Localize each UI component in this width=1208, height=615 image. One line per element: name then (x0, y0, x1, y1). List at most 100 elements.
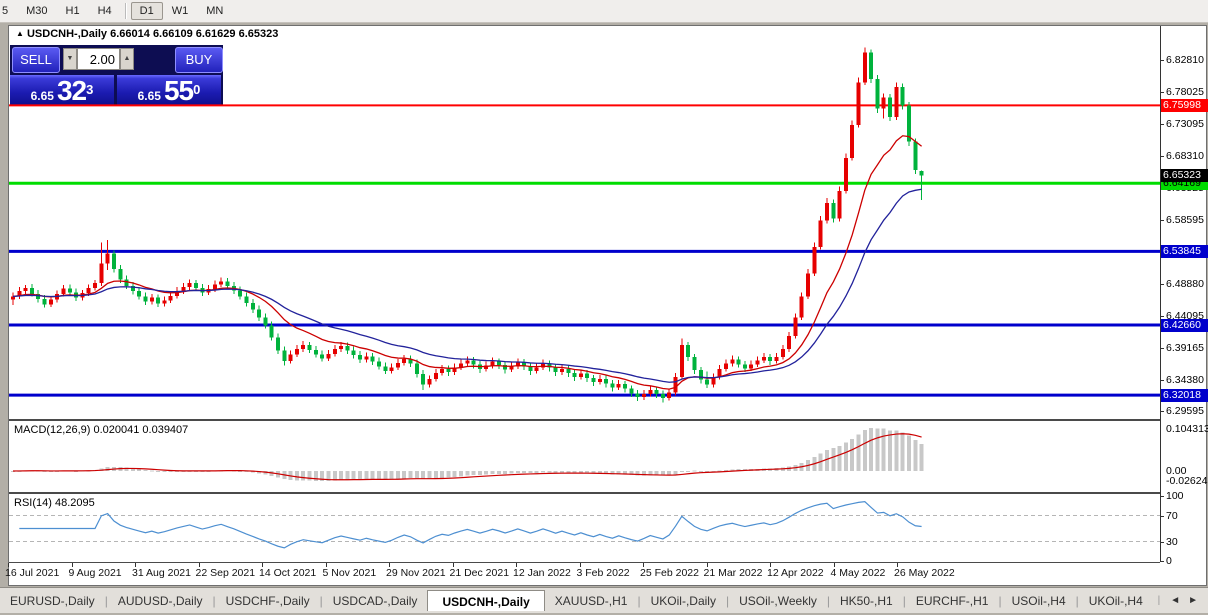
candle-body (67, 288, 72, 293)
candle-body (566, 368, 571, 373)
macd-histogram-bar (143, 470, 148, 472)
date-axis-label: 25 Feb 2022 (640, 567, 699, 579)
macd-histogram-bar (149, 470, 154, 472)
sell-button[interactable]: SELL (12, 47, 60, 73)
one-click-trade-panel: SELL ▼ ▲ BUY 6.65 32 3 6.65 55 0 (10, 45, 223, 105)
buy-price-tile[interactable]: 6.65 55 0 (117, 75, 221, 105)
rsi-label: RSI(14) 48.2095 (14, 497, 95, 509)
macd-histogram-bar (515, 471, 520, 474)
macd-histogram-bar (635, 471, 640, 476)
macd-histogram-bar (919, 444, 924, 471)
chart-tab-usoil-h4[interactable]: USOil-,H4 (1011, 593, 1066, 608)
macd-histogram-bar (553, 471, 558, 473)
chart-tab-xauusd-h1[interactable]: XAUUSD-,H1 (554, 593, 628, 608)
date-axis-tick-mark (135, 563, 136, 567)
pane-separator[interactable] (9, 419, 1160, 421)
rsi-indicator-pane[interactable] (9, 494, 1160, 562)
macd-histogram-bar (856, 434, 861, 471)
chart-tab-ukoil-daily[interactable]: UKOil-,Daily (650, 593, 716, 608)
macd-histogram-bar (471, 471, 476, 476)
chart-tab-usdcad-daily[interactable]: USDCAD-,Daily (332, 593, 418, 608)
candle-body (496, 361, 501, 365)
date-axis-label: 21 Mar 2022 (703, 567, 763, 579)
candle-body (326, 353, 331, 359)
candle-body (351, 350, 356, 356)
macd-axis-min: -0.026249 (1166, 475, 1208, 487)
date-axis-label: 12 Jan 2022 (513, 567, 571, 579)
date-axis-tick-mark (262, 563, 263, 567)
pane-separator[interactable] (9, 492, 1160, 494)
macd-histogram-bar (522, 471, 527, 474)
timeframe-button-5[interactable]: 5 (2, 5, 9, 17)
macd-histogram-bar (509, 471, 514, 474)
candle-body (673, 376, 678, 393)
timeframe-button-d1[interactable]: D1 (130, 2, 163, 20)
macd-histogram-bar (477, 471, 482, 475)
candle-body (641, 393, 646, 398)
macd-histogram-bar (831, 448, 836, 471)
macd-histogram-bar (610, 471, 615, 475)
candle-body (395, 362, 400, 368)
candle-body (414, 363, 419, 375)
chart-tab-ukoil-h4[interactable]: UKOil-,H4 (1088, 593, 1143, 608)
candlestick-chart[interactable] (9, 26, 1160, 419)
volume-decrease-button[interactable]: ▼ (63, 48, 77, 70)
macd-histogram-bar (294, 471, 299, 481)
chart-tab-usoil-weekly[interactable]: USOil-,Weekly (739, 593, 817, 608)
timeframe-button-mn[interactable]: MN (206, 5, 224, 17)
tab-scroll-left-icon[interactable]: ◄ (1170, 595, 1181, 606)
candle-body (629, 388, 634, 394)
candle-body (288, 354, 293, 362)
chart-tab-usdchf-daily[interactable]: USDCHF-,Daily (225, 593, 310, 608)
timeframe-button-h1[interactable]: H1 (65, 5, 80, 17)
price-axis-tick: 6.29595 (1166, 405, 1204, 418)
timeframe-button-m30[interactable]: M30 (26, 5, 48, 17)
macd-histogram-bar (320, 471, 325, 482)
chart-tab-usdcnh-daily[interactable]: USDCNH-,Daily (427, 589, 545, 611)
date-axis-tick-mark (706, 563, 708, 567)
chart-tab-hk50-h1[interactable]: HK50-,H1 (840, 593, 893, 608)
pane-separator[interactable] (9, 562, 1160, 563)
macd-histogram-bar (528, 471, 533, 474)
macd-histogram-bar (162, 471, 167, 472)
candle-body (717, 368, 722, 377)
candle-body (761, 357, 766, 361)
macd-histogram-bar (446, 471, 451, 478)
chart-tab-audusd-daily[interactable]: AUDUSD-,Daily (117, 593, 203, 608)
candle-body (465, 360, 470, 364)
date-axis-label: 16 Jul 2021 (5, 567, 60, 579)
volume-input[interactable] (77, 48, 120, 70)
candle-body (269, 325, 274, 338)
sell-price-point: 3 (86, 82, 94, 97)
macd-histogram-bar (124, 467, 129, 471)
buy-price-prefix: 6.65 (137, 89, 161, 103)
candle-body (623, 384, 628, 389)
macd-histogram-bar (881, 428, 886, 471)
candle-body (490, 361, 495, 366)
candle-body (831, 202, 836, 219)
macd-histogram-bar (370, 471, 375, 480)
candle-body (282, 350, 287, 362)
candle-body (118, 268, 123, 280)
timeframe-button-h4[interactable]: H4 (97, 5, 112, 17)
macd-histogram-bar (875, 428, 880, 471)
macd-histogram-bar (736, 469, 741, 471)
macd-indicator-pane[interactable] (9, 421, 1160, 492)
sell-price-pips: 32 (56, 75, 87, 106)
volume-increase-button[interactable]: ▲ (120, 48, 134, 70)
buy-button[interactable]: BUY (175, 47, 223, 73)
tab-scroll-right-icon[interactable]: ► (1188, 595, 1198, 606)
candle-body (755, 360, 760, 365)
rsi-axis-tick: 70 (1166, 509, 1178, 522)
candle-body (36, 293, 41, 300)
macd-histogram-bar (364, 471, 369, 480)
candle-body (130, 285, 135, 292)
rsi-axis-tick: 0 (1166, 555, 1172, 567)
chart-tab-eurchf-h1[interactable]: EURCHF-,H1 (915, 593, 989, 608)
macd-axis-zero: 0.00 (1166, 465, 1187, 477)
candle-body (212, 284, 217, 290)
macd-histogram-bar (679, 471, 684, 473)
sell-price-tile[interactable]: 6.65 32 3 (10, 75, 114, 105)
timeframe-button-w1[interactable]: W1 (171, 5, 189, 17)
chart-tab-eurusd-daily[interactable]: EURUSD-,Daily (10, 593, 95, 608)
